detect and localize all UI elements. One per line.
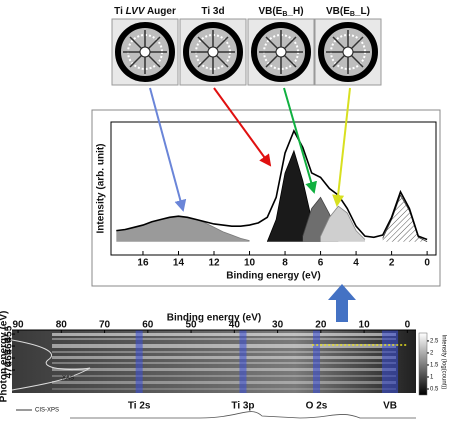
pattern-row: Ti LVV Auger Ti 3d VB(EB_H) VB(EB_L)	[111, 6, 382, 86]
area-fill	[382, 195, 428, 242]
x-tick-label: 4	[353, 258, 359, 269]
map-streak	[52, 351, 396, 353]
x-tick-label: 80	[56, 320, 68, 331]
label-part: LVV	[126, 6, 146, 17]
series-line	[382, 194, 428, 243]
label-part: Ti	[114, 6, 125, 17]
x-tick-label: 10	[359, 320, 371, 331]
map-background	[12, 330, 416, 393]
x-tick-label: 40	[229, 320, 241, 331]
spectrum-chart: 16 14 12 10 8 6 4 2 0 Binding energy (eV) Intensit…	[96, 121, 437, 282]
y-tick-label: 455	[4, 325, 15, 342]
x-tick-label: 8	[282, 258, 288, 269]
band-label: Ti 3p	[231, 401, 254, 412]
map-streak	[52, 356, 396, 359]
arrows	[149, 87, 351, 212]
map-streak	[52, 388, 396, 390]
x-tick-label: 16	[137, 258, 149, 269]
band	[239, 330, 247, 393]
x-tick-label: 20	[315, 320, 327, 331]
x-tick-label: 10	[244, 258, 256, 269]
x-tick-label: 6	[318, 258, 324, 269]
x-tick-label: 50	[186, 320, 198, 331]
colorbar-tick-label: 2.5	[430, 339, 439, 345]
x-tick-label: 70	[99, 320, 111, 331]
label-part: VB(E	[258, 6, 282, 17]
arrow	[213, 87, 272, 167]
x-tick-label: 12	[208, 258, 220, 269]
big-arrow	[328, 284, 356, 322]
curve-label: CIS-XPS	[35, 408, 59, 414]
x-tick-label: 2	[389, 258, 395, 269]
arrow	[332, 87, 351, 207]
pattern-center	[139, 46, 151, 58]
spectrum-panel	[91, 109, 441, 287]
colorbar-tick-label: 1	[430, 375, 434, 381]
pattern-center	[342, 46, 354, 58]
x-tick-label: 0	[405, 320, 411, 331]
y-tick-label: 470	[4, 361, 15, 378]
map-streak	[52, 381, 396, 384]
label-part: _H)	[286, 6, 303, 17]
arrow	[149, 87, 187, 212]
x-tick-label: 14	[173, 258, 185, 269]
xas-curve	[11, 339, 91, 391]
curve-label: XAS	[62, 376, 74, 382]
y-tick-label: 460	[4, 337, 15, 354]
label-part: Auger	[145, 6, 176, 17]
image-label: VB(EB_L)	[326, 6, 370, 19]
map-streak	[52, 375, 396, 377]
colorbar-label: Intensity (log(count))	[440, 335, 446, 390]
x-tick-label: 0	[424, 258, 430, 269]
x-axis-label: Binding energy (eV)	[167, 313, 261, 324]
y-axis-label: Intensity (arb. unit)	[96, 144, 107, 234]
band	[382, 330, 399, 393]
colorbar	[418, 332, 428, 396]
band	[135, 330, 143, 393]
map-streak	[52, 344, 396, 348]
band-label: VB	[383, 401, 397, 412]
series-line	[320, 205, 366, 240]
y-axis-label: Photon energy (eV)	[0, 311, 10, 403]
colorbar-tick-label: 0.5	[430, 387, 439, 393]
image-label: Ti LVV Auger	[114, 6, 176, 17]
colorbar-tick-label: 2	[430, 351, 434, 357]
label-part: B	[282, 11, 287, 18]
band	[313, 330, 321, 393]
y-tick-label: 465	[4, 349, 15, 366]
x-axis-label: Binding energy (eV)	[226, 271, 320, 282]
label-part: B	[350, 11, 355, 18]
map-streak	[52, 362, 396, 364]
area-fill	[116, 216, 250, 242]
band-label: Ti 2s	[128, 401, 151, 412]
map-streak	[52, 368, 396, 371]
band-label: O 2s	[306, 401, 328, 412]
colorbar-tick-label: 1.5	[430, 363, 439, 369]
map-streak	[52, 338, 396, 340]
map-streak	[52, 333, 396, 336]
area-fill	[267, 150, 321, 242]
arrow	[283, 87, 317, 194]
label-part: Ti 3d	[201, 6, 224, 17]
image-label: Ti 3d	[201, 6, 224, 17]
plot-frame	[110, 121, 437, 256]
map-chart: Ti 2s Ti 3p O 2s VB 90 80 70 60 50 40 30 20 10 0 Bindi…	[0, 311, 446, 419]
cis-xps-curve	[70, 411, 416, 419]
x-tick-label: 60	[142, 320, 154, 331]
pattern-center	[275, 46, 287, 58]
label-part: VB(E	[326, 6, 350, 17]
label-part: _L)	[354, 6, 370, 17]
image-label: VB(EB_H)	[258, 6, 303, 19]
pattern-center	[207, 46, 219, 58]
series-line	[116, 128, 428, 241]
x-tick-label: 30	[272, 320, 284, 331]
x-tick-label: 90	[12, 320, 24, 331]
